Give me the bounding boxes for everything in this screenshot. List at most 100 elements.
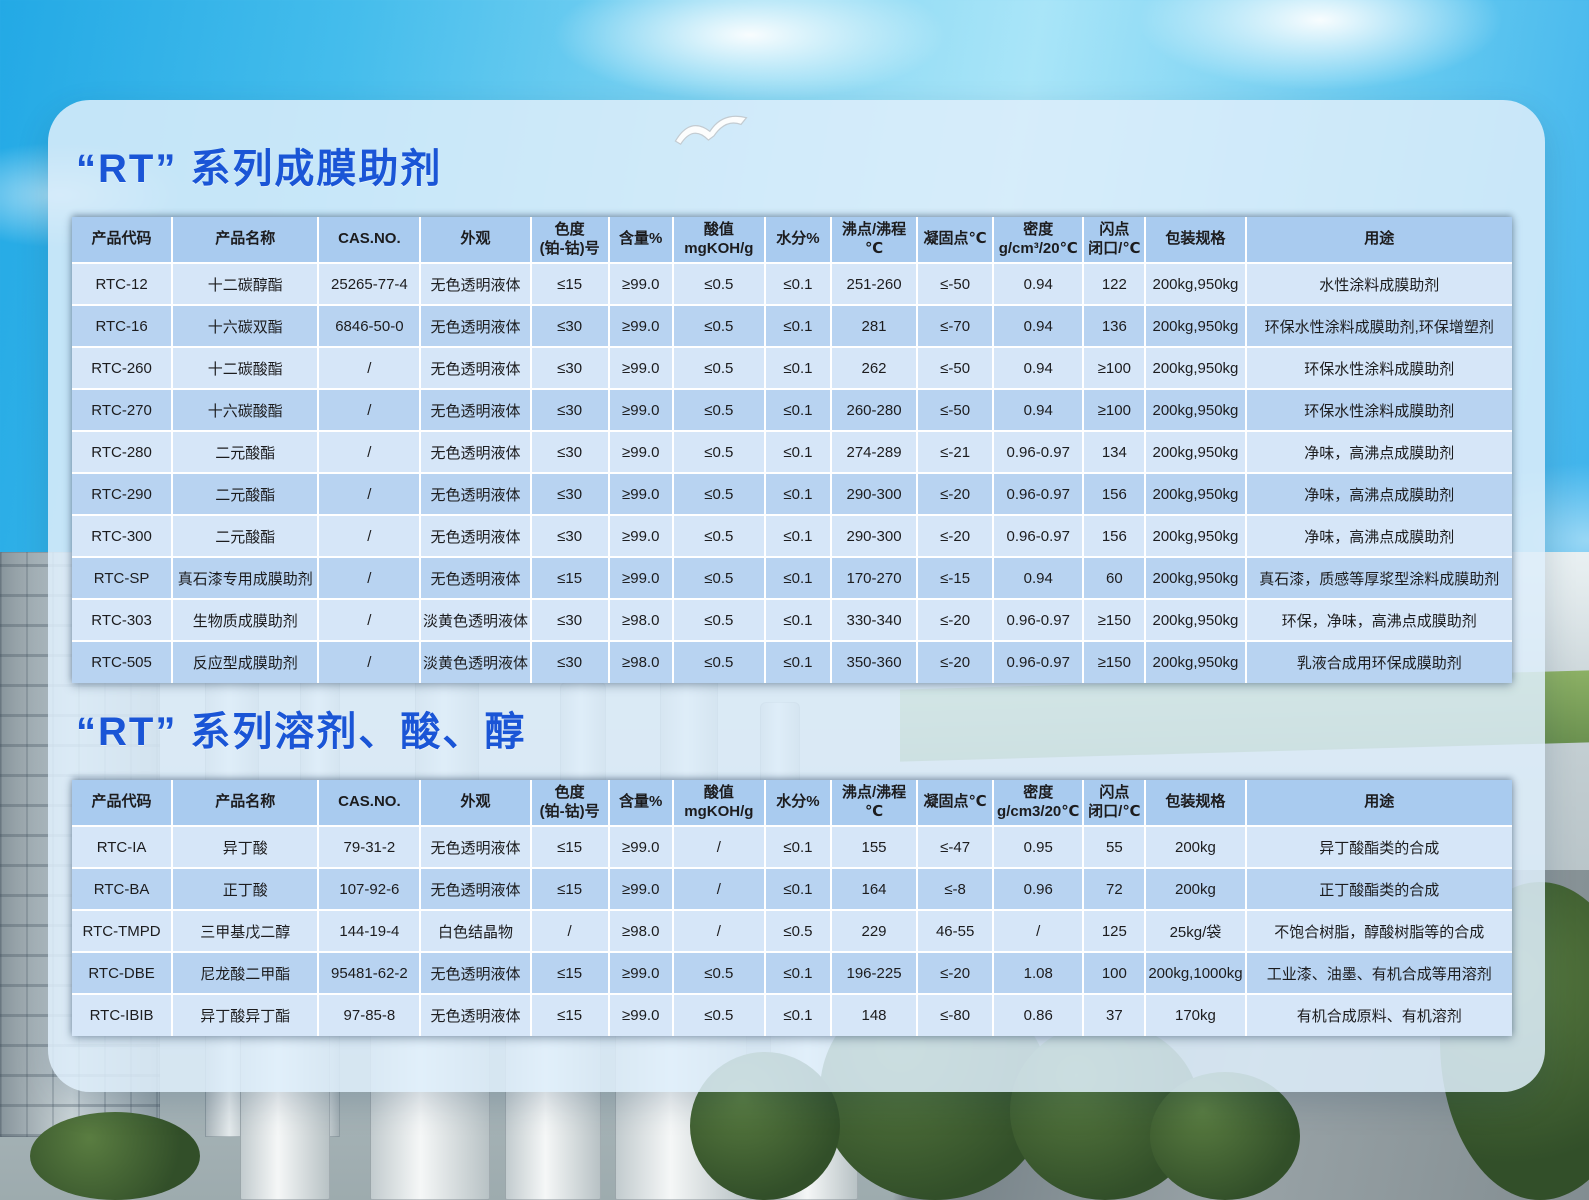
column-header: 沸点/沸程 ℃ bbox=[829, 217, 919, 264]
table-cell: 环保，净味，高沸点成膜助剂 bbox=[1244, 598, 1512, 642]
table-cell: 170-270 bbox=[829, 556, 919, 600]
table-row: RTC-DBE 尼龙酸二甲酯 95481-62-2 无色透明液体 ≤15 ≥99.0 ≤0.… bbox=[72, 951, 1512, 995]
column-header: 含量% bbox=[607, 217, 674, 264]
column-header: 含量% bbox=[607, 780, 674, 827]
table-cell: 200kg,950kg bbox=[1144, 472, 1247, 516]
column-header: 包装规格 bbox=[1144, 217, 1247, 264]
table-cell: 196-225 bbox=[829, 951, 919, 995]
section-title-film-forming: “RT” 系列成膜助剂 bbox=[76, 147, 443, 191]
table-cell: 97-85-8 bbox=[317, 993, 422, 1036]
table-cell: 真石漆专用成膜助剂 bbox=[171, 556, 320, 600]
table-cell: ≤0.5 bbox=[671, 598, 766, 642]
table-cell: 156 bbox=[1082, 472, 1147, 516]
table-cell: RTC-IBIB bbox=[72, 993, 174, 1036]
table-row: RTC-12 十二碳醇酯 25265-77-4 无色透明液体 ≤15 ≥99.0 ≤0.5 ≤… bbox=[72, 262, 1512, 306]
table-cell: 37 bbox=[1082, 993, 1147, 1036]
table-cell: 200kg,950kg bbox=[1144, 556, 1247, 600]
table-cell: 0.95 bbox=[992, 825, 1085, 869]
table-cell: 200kg,950kg bbox=[1144, 346, 1247, 390]
table-cell: RTC-16 bbox=[72, 304, 174, 348]
table-cell: 0.96-0.97 bbox=[992, 640, 1085, 683]
table-cell: ≤15 bbox=[529, 867, 610, 911]
table-cell: / bbox=[317, 556, 422, 600]
table-cell: 79-31-2 bbox=[317, 825, 422, 869]
header-row: 产品代码 产品名称 CAS.NO. 外观 色度 (铂-钴)号 含量% 酸值 mgKOH/g 水… bbox=[72, 217, 1512, 264]
table-cell: 0.94 bbox=[992, 556, 1085, 600]
column-header: 产品代码 bbox=[72, 217, 174, 264]
table-cell: 200kg,950kg bbox=[1144, 514, 1247, 558]
table-cell: 170kg bbox=[1144, 993, 1247, 1036]
table-cell: ≥150 bbox=[1082, 598, 1147, 642]
table-cell: ≤-15 bbox=[916, 556, 995, 600]
table-cell: / bbox=[671, 825, 766, 869]
table-cell: ≥150 bbox=[1082, 640, 1147, 683]
table-cell: ≤0.5 bbox=[671, 951, 766, 995]
solvent-table-wrap: 产品代码 产品名称 CAS.NO. 外观 色度 (铂-钴)号 含量% 酸值 mgKOH/g 水… bbox=[72, 780, 1512, 1036]
column-header: 用途 bbox=[1244, 217, 1512, 264]
table-cell: 156 bbox=[1082, 514, 1147, 558]
table-cell: RTC-DBE bbox=[72, 951, 174, 995]
table-cell: ≤0.5 bbox=[671, 430, 766, 474]
table-cell: 无色透明液体 bbox=[419, 867, 532, 911]
table-cell: ≥99.0 bbox=[607, 262, 674, 306]
table-cell: 274-289 bbox=[829, 430, 919, 474]
table-cell: 真石漆，质感等厚浆型涂料成膜助剂 bbox=[1244, 556, 1512, 600]
table-cell: 125 bbox=[1082, 909, 1147, 953]
table-cell: ≤-20 bbox=[916, 640, 995, 683]
column-header: 产品代码 bbox=[72, 780, 174, 827]
table-cell: 0.86 bbox=[992, 993, 1085, 1036]
table-cell: ≤-50 bbox=[916, 388, 995, 432]
table-cell: 1.08 bbox=[992, 951, 1085, 995]
table-cell: ≤0.1 bbox=[763, 640, 832, 683]
table-cell: ≤30 bbox=[529, 640, 610, 683]
table-cell: 200kg,950kg bbox=[1144, 640, 1247, 683]
column-header: 用途 bbox=[1244, 780, 1512, 827]
column-header: 密度 g/cm³/20℃ bbox=[992, 217, 1085, 264]
column-header: CAS.NO. bbox=[317, 217, 422, 264]
table-cell: ≤15 bbox=[529, 993, 610, 1036]
table-cell: ≥100 bbox=[1082, 388, 1147, 432]
table-cell: / bbox=[317, 514, 422, 558]
table-cell: ≤0.1 bbox=[763, 867, 832, 911]
column-header: 酸值 mgKOH/g bbox=[671, 217, 766, 264]
column-header: 产品名称 bbox=[171, 780, 320, 827]
table-cell: ≤30 bbox=[529, 472, 610, 516]
table-cell: 200kg bbox=[1144, 867, 1247, 911]
column-header: 色度 (铂-钴)号 bbox=[529, 217, 610, 264]
table-cell: / bbox=[529, 909, 610, 953]
column-header: 密度 g/cm3/20℃ bbox=[992, 780, 1085, 827]
table-cell: 异丁酸异丁酯 bbox=[171, 993, 320, 1036]
table-cell: 反应型成膜助剂 bbox=[171, 640, 320, 683]
table-cell: ≥99.0 bbox=[607, 867, 674, 911]
table-cell: 水性涂料成膜助剂 bbox=[1244, 262, 1512, 306]
table-cell: ≤0.1 bbox=[763, 993, 832, 1036]
table-cell: 十六碳酸酯 bbox=[171, 388, 320, 432]
table-cell: ≥99.0 bbox=[607, 993, 674, 1036]
table-cell: / bbox=[317, 388, 422, 432]
table-cell: ≤-20 bbox=[916, 472, 995, 516]
table-cell: ≥99.0 bbox=[607, 304, 674, 348]
table-cell: RTC-280 bbox=[72, 430, 174, 474]
table-cell: RTC-BA bbox=[72, 867, 174, 911]
table-cell: 262 bbox=[829, 346, 919, 390]
table-cell: 环保水性涂料成膜助剂 bbox=[1244, 388, 1512, 432]
column-header: 色度 (铂-钴)号 bbox=[529, 780, 610, 827]
table-cell: 155 bbox=[829, 825, 919, 869]
table-cell: 60 bbox=[1082, 556, 1147, 600]
table-cell: ≤0.1 bbox=[763, 598, 832, 642]
table-cell: 白色结晶物 bbox=[419, 909, 532, 953]
table-row: RTC-280 二元酸酯 / 无色透明液体 ≤30 ≥99.0 ≤0.5 ≤0.1 274-28… bbox=[72, 430, 1512, 474]
table-cell: 淡黄色透明液体 bbox=[419, 598, 532, 642]
table-cell: 正丁酸酯类的合成 bbox=[1244, 867, 1512, 911]
table-cell: 200kg,1000kg bbox=[1144, 951, 1247, 995]
tree bbox=[30, 1112, 200, 1200]
table-cell: 0.94 bbox=[992, 262, 1085, 306]
table-cell: ≤30 bbox=[529, 304, 610, 348]
table-cell: ≥99.0 bbox=[607, 472, 674, 516]
table-cell: ≤0.5 bbox=[763, 909, 832, 953]
table-cell: ≤0.1 bbox=[763, 388, 832, 432]
table-cell: ≤-21 bbox=[916, 430, 995, 474]
table-cell: 281 bbox=[829, 304, 919, 348]
table-cell: ≤0.5 bbox=[671, 262, 766, 306]
table-cell: ≤0.5 bbox=[671, 556, 766, 600]
